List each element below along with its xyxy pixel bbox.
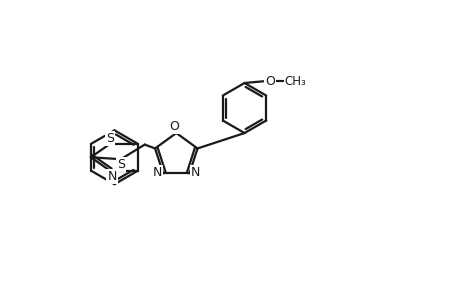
Text: O: O: [169, 120, 179, 134]
Text: N: N: [107, 170, 117, 183]
Text: CH₃: CH₃: [284, 75, 306, 88]
Text: S: S: [106, 132, 114, 145]
Text: N: N: [152, 166, 162, 179]
Text: S: S: [117, 158, 124, 172]
Text: N: N: [190, 166, 200, 179]
Text: O: O: [265, 75, 274, 88]
